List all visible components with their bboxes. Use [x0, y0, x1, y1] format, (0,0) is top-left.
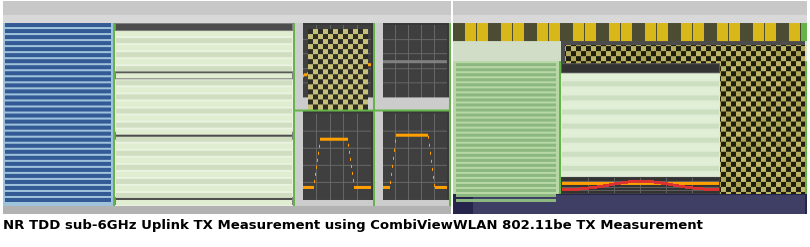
Text: WLAN 802.11be TX Measurement: WLAN 802.11be TX Measurement [453, 219, 703, 232]
Text: NR TDD sub-6GHz Uplink TX Measurement using CombiView: NR TDD sub-6GHz Uplink TX Measurement us… [3, 219, 453, 232]
